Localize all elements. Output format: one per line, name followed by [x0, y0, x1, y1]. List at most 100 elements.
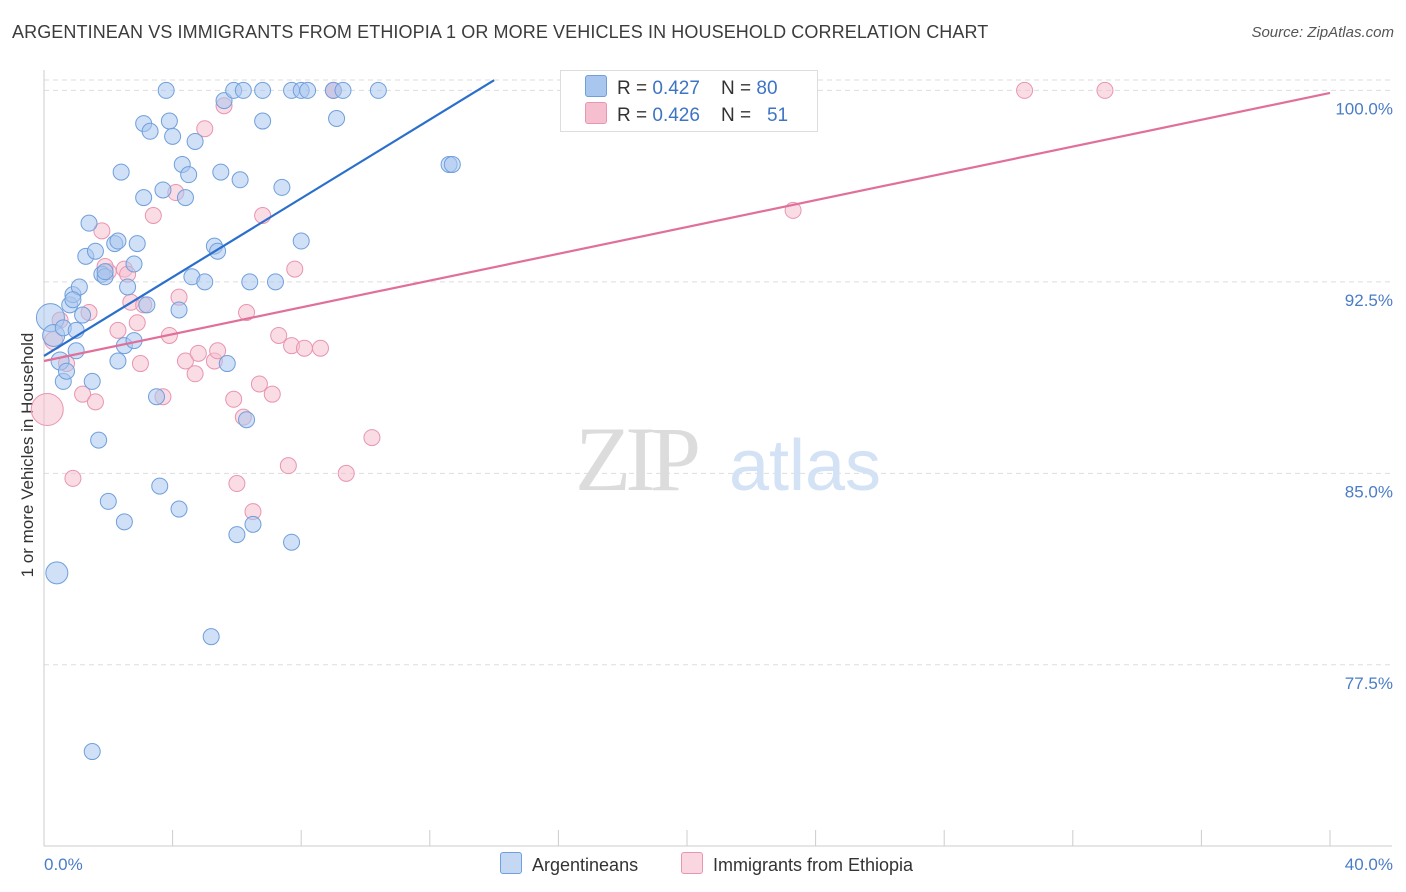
argentineans-point [180, 166, 198, 184]
stats-legend-argentineans: R = 0.427 N = 80 [585, 75, 778, 101]
argentineans-point [254, 81, 272, 99]
ethiopia-point [295, 339, 313, 357]
argentineans-point [119, 278, 137, 296]
argentineans-point [164, 127, 182, 145]
tick-labels: 100.0% 92.5% 85.0% 77.5% 0.0% 40.0% [44, 99, 1393, 874]
ethiopia-point [263, 385, 281, 403]
argentineans-point [99, 492, 117, 510]
legend-swatch-pink [585, 102, 607, 124]
argentineans-point [157, 81, 175, 99]
ethiopia-point [144, 207, 162, 224]
ethiopia-point [196, 120, 214, 138]
argentineans-point [218, 355, 236, 373]
argentineans-point [170, 301, 188, 319]
argentineans-point [186, 132, 204, 150]
ethiopia-point [64, 469, 82, 487]
argentineans-point [45, 561, 69, 585]
legend-label: Argentineans [532, 855, 639, 875]
argentineans-point [202, 628, 220, 646]
argentineans-point [244, 515, 262, 533]
x-tick-label: 40.0% [1345, 855, 1393, 874]
n-label: N = [721, 78, 757, 99]
legend-label: Immigrants from Ethiopia [713, 855, 914, 875]
ethiopia-point [238, 304, 256, 321]
x-tick-label: 0.0% [44, 855, 83, 874]
ethiopia-point [109, 321, 127, 339]
legend-item-argentineans[interactable]: Argentineans [500, 852, 638, 876]
argentineans-point [231, 171, 249, 189]
argentineans-point [115, 513, 133, 531]
ethiopia-point [209, 342, 227, 360]
ethiopia-point [250, 375, 268, 393]
argentineans-point [369, 81, 387, 99]
r-value: 0.426 [652, 105, 700, 126]
argentineans-point [112, 163, 130, 181]
argentineans-point [254, 112, 272, 130]
ethiopia-point [131, 355, 149, 373]
ethiopia-point [128, 314, 146, 332]
argentineans-point [154, 181, 172, 199]
ethiopia-point [93, 222, 111, 240]
argentineans-point [196, 273, 214, 291]
r-label: R = [617, 78, 653, 99]
y-tick-label: 100.0% [1335, 99, 1393, 118]
argentineans-point [109, 352, 127, 370]
chart-title: ARGENTINEAN VS IMMIGRANTS FROM ETHIOPIA … [12, 22, 989, 42]
series-legend: Argentineans Immigrants from Ethiopia [0, 852, 1406, 876]
source-label: Source: ZipAtlas.com [1251, 24, 1394, 41]
argentineans-point [234, 81, 252, 99]
ethiopia-point [279, 457, 297, 475]
argentineans-point [58, 362, 76, 380]
n-value: 51 [766, 105, 789, 126]
legend-swatch-blue [585, 75, 607, 97]
argentineans-point [299, 81, 317, 99]
argentineans-point [138, 296, 156, 314]
ethiopia-point [270, 326, 288, 344]
argentineans-point [109, 232, 127, 250]
argentineans-point [328, 110, 346, 127]
legend-swatch-pink [681, 852, 703, 874]
ethiopia-point [176, 352, 194, 370]
n-value: 80 [756, 78, 778, 99]
y-tick-label: 77.5% [1345, 674, 1393, 693]
argentineans-point [125, 255, 143, 273]
argentineans-point [74, 306, 92, 324]
axes [43, 70, 1392, 847]
argentineans-point [90, 431, 108, 449]
gridlines [44, 79, 1392, 666]
legend-item-ethiopia[interactable]: Immigrants from Ethiopia [681, 852, 913, 876]
argentineans-point [241, 273, 259, 291]
argentineans-point [86, 242, 104, 260]
argentineans-point [83, 372, 101, 390]
stats-legend: R = 0.427 N = 80 R = 0.426 N = 51 [560, 70, 818, 132]
argentineans-point [443, 155, 461, 173]
ethiopia-trend-line [43, 91, 1331, 363]
argentineans-point [176, 189, 194, 207]
r-value: 0.427 [652, 78, 700, 99]
ethiopia-point [86, 393, 104, 411]
stats-legend-ethiopia: R = 0.426 N = 51 [585, 102, 788, 128]
series-argentineans [35, 81, 461, 761]
argentineans-point [292, 232, 310, 250]
ethiopia-point [225, 390, 243, 408]
argentineans-point [266, 273, 284, 291]
argentineans-point [96, 263, 114, 281]
y-tick-label: 92.5% [1345, 291, 1393, 310]
argentineans-point [135, 189, 153, 207]
argentineans-point [64, 291, 82, 309]
argentineans-point [128, 235, 146, 253]
argentineans-point [141, 122, 159, 140]
argentineans-point [160, 112, 178, 130]
argentineans-point [80, 214, 98, 232]
watermark-atlas: atlas [729, 426, 881, 506]
argentineans-trend-line [43, 79, 495, 357]
argentineans-point [334, 81, 352, 99]
argentineans-point [83, 743, 101, 761]
watermark-zip: ZIP [575, 408, 698, 510]
ethiopia-point [286, 260, 304, 278]
argentineans-point [148, 388, 166, 406]
y-tick-label: 85.0% [1345, 482, 1393, 501]
argentineans-point [238, 411, 256, 429]
ethiopia-point [74, 385, 92, 403]
